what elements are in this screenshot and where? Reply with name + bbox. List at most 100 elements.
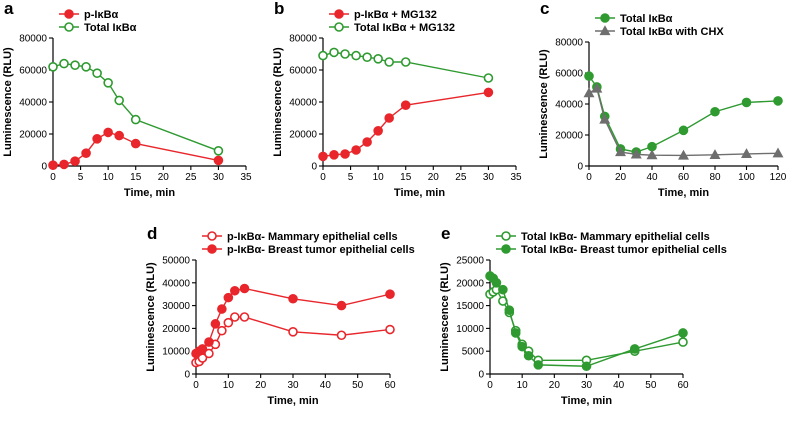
- y-tick-label: 15000: [456, 301, 484, 312]
- data-point: [336, 300, 347, 311]
- data-point: [130, 138, 141, 149]
- x-tick-label: 60: [384, 380, 396, 391]
- x-tick-label: 20: [255, 380, 267, 391]
- y-axis-title: Luminescence (RLU): [439, 262, 451, 372]
- legend-label: p-IκBα + MG132: [354, 9, 437, 21]
- legend-label: Total IκBα with CHX: [620, 26, 724, 38]
- data-point: [584, 71, 594, 81]
- y-tick-label: 50000: [162, 256, 190, 267]
- y-tick-label: 0: [577, 162, 583, 173]
- data-point: [92, 68, 102, 78]
- panel-b: b 0 5 10 15 20 25 30 35 0 20000 40000 60000 80000 Time…: [272, 0, 522, 199]
- data-point: [523, 350, 534, 361]
- x-tick-label: 10: [373, 172, 385, 183]
- data-point: [741, 97, 752, 108]
- x-tick-label: 20: [549, 380, 561, 391]
- y-tick-label: 60000: [289, 66, 317, 77]
- legend-marker: [599, 25, 611, 36]
- data-point: [81, 148, 91, 158]
- legend-entry: Total IκBα + MG132: [329, 22, 455, 34]
- data-point: [103, 127, 113, 138]
- legend-label: Total IκBα: [620, 13, 673, 25]
- series-line: [588, 87, 779, 157]
- data-point: [239, 312, 250, 322]
- data-point: [230, 285, 240, 296]
- data-point: [678, 149, 689, 160]
- series-1: [191, 312, 395, 368]
- data-point: [710, 106, 720, 117]
- x-tick-label: 60: [678, 172, 690, 183]
- data-point: [362, 52, 372, 63]
- data-point: [318, 50, 328, 61]
- data-point: [741, 148, 752, 159]
- data-point: [599, 113, 611, 124]
- panel-a: a 0 5 10 15 20 25 30 35 0 20000 40000 60000 80000 Time…: [2, 0, 252, 199]
- y-axis-title: Luminescence (RLU): [272, 47, 284, 157]
- data-point: [678, 125, 689, 136]
- x-tick-label: 35: [510, 172, 522, 183]
- panel-c: c 0 20 40 60 80 100 120 0 20000 40000 60000 80000 Tim…: [538, 0, 787, 199]
- legend-marker: [64, 22, 74, 32]
- legend-entry: Total IκBα: [595, 13, 673, 25]
- data-point: [709, 149, 721, 159]
- data-point: [318, 151, 328, 162]
- legend-label: p-IκBα- Breast tumor epithelial cells: [227, 244, 415, 256]
- legend-entry: p-IκBα- Mammary epithelial cells: [202, 231, 398, 243]
- panel-letter: d: [147, 224, 157, 243]
- data-point: [103, 78, 113, 88]
- y-tick-label: 60000: [19, 66, 47, 77]
- data-point: [772, 147, 784, 158]
- data-point: [629, 344, 640, 354]
- panel-d: d 0 10 20 30 40 50 60 0 10000 20000 30000 40000 50000…: [145, 224, 415, 407]
- y-tick-label: 20000: [19, 130, 47, 141]
- x-tick-label: 50: [352, 380, 364, 391]
- x-tick-label: 40: [613, 380, 625, 391]
- legend-label: p-IκBα- Mammary epithelial cells: [227, 231, 398, 243]
- x-tick-label: 30: [581, 380, 593, 391]
- x-tick-label: 40: [646, 172, 658, 183]
- x-axis-title: Time, min: [658, 187, 709, 199]
- y-tick-label: 25000: [456, 256, 484, 267]
- data-point: [239, 283, 250, 294]
- data-point: [373, 53, 383, 64]
- y-axis-title: Luminescence (RLU): [145, 262, 157, 372]
- data-point: [510, 328, 521, 338]
- y-tick-label: 40000: [555, 100, 583, 111]
- series-1: [485, 284, 688, 366]
- x-tick-label: 60: [677, 380, 689, 391]
- x-tick-label: 10: [223, 380, 235, 391]
- data-point: [288, 327, 298, 337]
- x-tick-label: 0: [320, 172, 326, 183]
- y-tick-label: 30000: [162, 301, 190, 312]
- data-point: [114, 95, 124, 106]
- y-tick-label: 20000: [456, 278, 484, 289]
- y-tick-label: 20000: [162, 324, 190, 335]
- legend-marker: [501, 244, 511, 254]
- legend-marker: [334, 9, 344, 19]
- y-tick-label: 20000: [555, 131, 583, 142]
- legend-entry: Total IκBα- Mammary epithelial cells: [496, 231, 710, 243]
- data-point: [678, 328, 688, 338]
- x-tick-label: 30: [213, 172, 225, 183]
- data-point: [217, 325, 227, 336]
- x-tick-label: 5: [348, 172, 354, 183]
- data-point: [591, 82, 603, 93]
- data-point: [384, 57, 394, 67]
- data-point: [340, 149, 350, 159]
- y-tick-label: 80000: [289, 34, 317, 45]
- y-axis-title: Luminescence (RLU): [2, 47, 14, 157]
- x-axis-title: Time, min: [394, 187, 445, 199]
- x-tick-label: 20: [428, 172, 440, 183]
- y-tick-label: 80000: [555, 38, 583, 49]
- data-point: [351, 145, 361, 155]
- y-tick-label: 80000: [19, 34, 47, 45]
- series-1: [318, 87, 494, 162]
- data-point: [400, 100, 411, 110]
- data-point: [483, 87, 494, 98]
- data-point: [81, 62, 91, 72]
- data-point: [385, 289, 395, 300]
- data-point: [384, 113, 394, 123]
- data-point: [340, 49, 350, 59]
- legend-entry: p-IκBα- Breast tumor epithelial cells: [202, 244, 415, 256]
